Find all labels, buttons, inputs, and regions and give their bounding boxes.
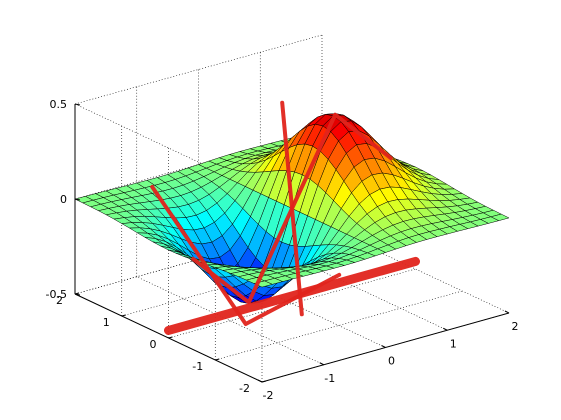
- z-tick: [74, 198, 81, 201]
- overlay-line: [150, 184, 342, 326]
- y-tick-label: -1: [192, 360, 203, 373]
- x-tick-label: -2: [263, 389, 274, 402]
- y-tick-label: 1: [103, 316, 110, 329]
- grid-line: [215, 290, 463, 361]
- x-tick: [257, 379, 263, 383]
- z-tick-label: 0: [60, 193, 67, 206]
- overlay-line: [280, 100, 304, 317]
- overlay-lines: [150, 100, 420, 335]
- z-tick: [74, 103, 81, 106]
- x-tick: [381, 345, 386, 348]
- y-tick-label: 2: [56, 294, 63, 307]
- y-tick-label: 0: [150, 338, 157, 351]
- z-tick: [74, 293, 81, 296]
- y-tick: [261, 380, 267, 383]
- x-tick-label: 1: [450, 337, 457, 350]
- surface-mesh: [74, 113, 510, 304]
- x-tick: [443, 327, 448, 331]
- y-tick: [168, 336, 173, 339]
- overlay-line: [164, 256, 420, 335]
- y-tick: [215, 358, 220, 361]
- x-tick-label: 2: [512, 320, 519, 333]
- z-tick-label: -0.5: [46, 288, 67, 301]
- y-tick-label: -2: [239, 382, 250, 395]
- grid-line: [168, 268, 416, 339]
- x-tick-label: -1: [324, 372, 335, 385]
- y-tick: [121, 314, 126, 317]
- x-tick: [504, 310, 510, 314]
- z-tick-label: 0.5: [50, 98, 68, 111]
- x-tick-label: 0: [388, 355, 395, 368]
- grid-line: [74, 34, 323, 105]
- x-tick: [319, 362, 324, 366]
